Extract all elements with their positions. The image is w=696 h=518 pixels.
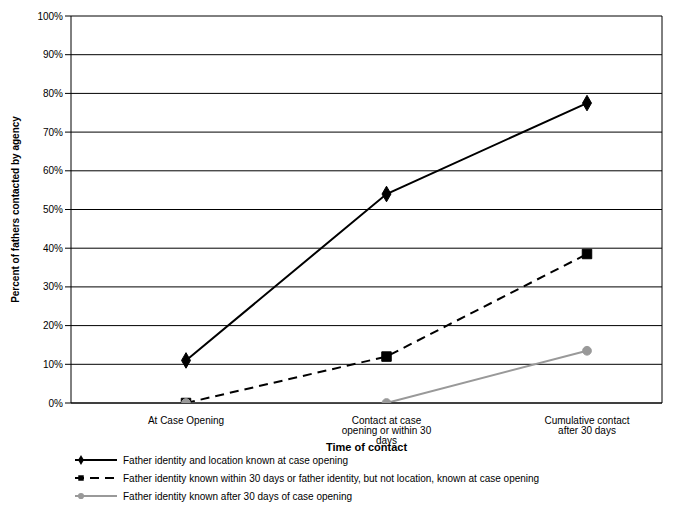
svg-text:70%: 70% xyxy=(43,127,63,138)
svg-text:0%: 0% xyxy=(49,398,64,409)
svg-text:Cumulative contactafter 30 day: Cumulative contactafter 30 days xyxy=(544,415,629,436)
svg-text:60%: 60% xyxy=(43,165,63,176)
svg-text:30%: 30% xyxy=(43,281,63,292)
svg-text:20%: 20% xyxy=(43,320,63,331)
svg-text:100%: 100% xyxy=(37,11,63,22)
svg-text:At Case Opening: At Case Opening xyxy=(148,415,224,426)
svg-text:90%: 90% xyxy=(43,49,63,60)
svg-text:50%: 50% xyxy=(43,204,63,215)
svg-text:10%: 10% xyxy=(43,359,63,370)
svg-text:Percent of fathers contacted b: Percent of fathers contacted by agency xyxy=(10,116,21,303)
svg-text:40%: 40% xyxy=(43,243,63,254)
svg-text:Time of contact: Time of contact xyxy=(326,441,407,453)
svg-text:80%: 80% xyxy=(43,88,63,99)
